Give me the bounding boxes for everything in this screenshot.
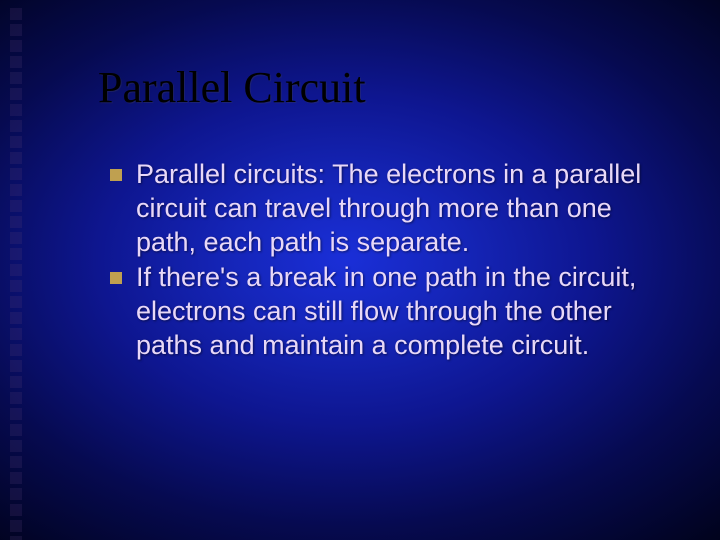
- decoration-square: [10, 376, 22, 388]
- decoration-square: [10, 56, 22, 68]
- decoration-square: [10, 24, 22, 36]
- decoration-square: [10, 232, 22, 244]
- decoration-square: [10, 264, 22, 276]
- slide-title: Parallel Circuit: [98, 62, 366, 113]
- decoration-square: [10, 8, 22, 20]
- bullet-item: Parallel circuits: The electrons in a pa…: [110, 158, 670, 259]
- bullet-marker-icon: [110, 169, 122, 181]
- decoration-square: [10, 424, 22, 436]
- decoration-square: [10, 40, 22, 52]
- bullet-marker-icon: [110, 272, 122, 284]
- decoration-square: [10, 440, 22, 452]
- bullet-text: If there's a break in one path in the ci…: [136, 261, 670, 362]
- decoration-square: [10, 168, 22, 180]
- decoration-square: [10, 344, 22, 356]
- slide: Parallel Circuit Parallel circuits: The …: [0, 0, 720, 540]
- decoration-square: [10, 120, 22, 132]
- decoration-square: [10, 136, 22, 148]
- bullet-item: If there's a break in one path in the ci…: [110, 261, 670, 362]
- decoration-square: [10, 360, 22, 372]
- decoration-square: [10, 248, 22, 260]
- decoration-square: [10, 200, 22, 212]
- decoration-square: [10, 536, 22, 540]
- decoration-square: [10, 88, 22, 100]
- side-decoration-squares: [10, 8, 30, 540]
- decoration-square: [10, 408, 22, 420]
- decoration-square: [10, 72, 22, 84]
- decoration-square: [10, 520, 22, 532]
- decoration-square: [10, 104, 22, 116]
- decoration-square: [10, 184, 22, 196]
- decoration-square: [10, 280, 22, 292]
- decoration-square: [10, 504, 22, 516]
- bullet-text: Parallel circuits: The electrons in a pa…: [136, 158, 670, 259]
- decoration-square: [10, 312, 22, 324]
- decoration-square: [10, 456, 22, 468]
- decoration-square: [10, 152, 22, 164]
- decoration-square: [10, 216, 22, 228]
- decoration-square: [10, 392, 22, 404]
- decoration-square: [10, 472, 22, 484]
- decoration-square: [10, 296, 22, 308]
- slide-body: Parallel circuits: The electrons in a pa…: [110, 158, 670, 365]
- decoration-square: [10, 488, 22, 500]
- decoration-square: [10, 328, 22, 340]
